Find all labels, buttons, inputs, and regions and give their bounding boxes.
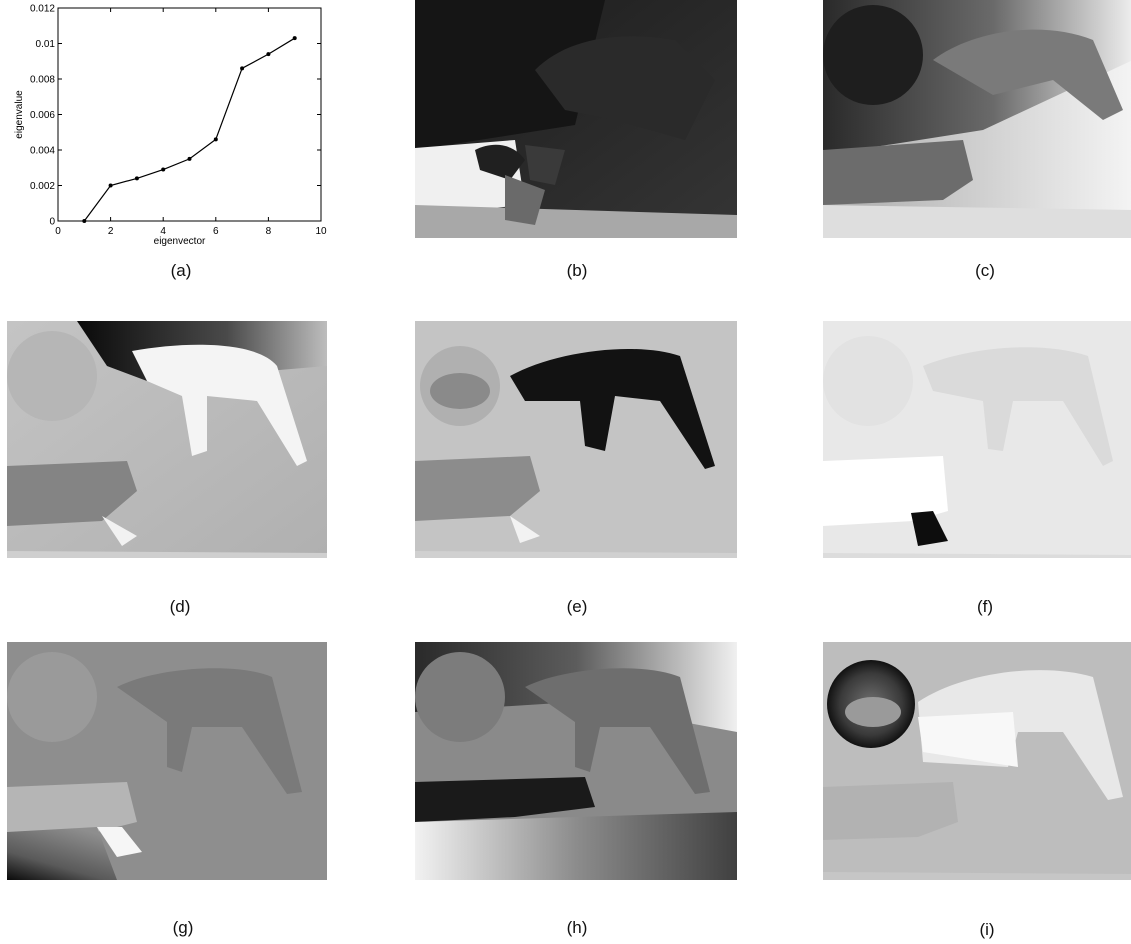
x-tick-label: 10: [315, 226, 327, 237]
eigenvector-image-h: [415, 642, 737, 880]
caption-f: (f): [976, 597, 994, 616]
caption-b: (b): [566, 261, 588, 280]
caption-h: (h): [566, 918, 588, 937]
caption-g: (g): [172, 918, 194, 937]
y-tick-label: 0.004: [30, 146, 55, 157]
x-tick-label: 8: [266, 226, 272, 237]
x-tick-label: 6: [213, 226, 219, 237]
eigenvector-image-d: [7, 321, 327, 558]
caption-a: (a): [170, 261, 192, 280]
y-tick-label: 0.01: [36, 39, 56, 50]
caption-e: (e): [566, 597, 588, 616]
plot-frame: [57, 7, 322, 222]
eigenvalue-data-point: [266, 52, 271, 57]
x-tick-label: 2: [108, 226, 114, 237]
eigenvector-image-c: [823, 0, 1131, 238]
eigenvalue-data-point: [213, 137, 218, 142]
eigenvalue-data-point: [134, 176, 139, 181]
eigenvalue-data-point: [82, 219, 87, 223]
eigenvalue-series-line: [83, 37, 296, 222]
y-tick-label: 0.006: [30, 110, 55, 121]
caption-i: (i): [979, 920, 995, 939]
caption-c: (c): [975, 261, 995, 280]
eigenvector-image-e: [415, 321, 737, 558]
caption-d: (d): [169, 597, 191, 616]
eigenvalue-chart: 0 2 4 6 8 10 0 0.002 0.004 0.006 0.008 0.01 0.012 eig…: [14, 4, 327, 248]
x-axis-label: eigenvector: [154, 236, 206, 247]
eigenvector-image-g: [7, 642, 327, 880]
eigenvalue-data-point: [161, 167, 166, 172]
eigenvalue-data-point: [240, 66, 245, 71]
eigenvalue-data-point: [108, 183, 113, 188]
eigenvalue-data-point: [187, 156, 192, 161]
y-tick-label: 0.008: [30, 75, 55, 86]
y-tick-label: 0: [49, 217, 55, 228]
eigenvector-image-f: [823, 321, 1131, 558]
eigenvector-image-b: [415, 0, 737, 238]
x-tick-label: 0: [55, 226, 61, 237]
x-tick-label: 4: [160, 226, 166, 237]
eigenvalue-data-point: [292, 36, 297, 41]
y-axis-label: eigenvalue: [14, 90, 25, 139]
eigenvector-image-i: [823, 642, 1131, 880]
y-tick-label: 0.002: [30, 181, 55, 192]
y-tick-label: 0.012: [30, 4, 55, 15]
